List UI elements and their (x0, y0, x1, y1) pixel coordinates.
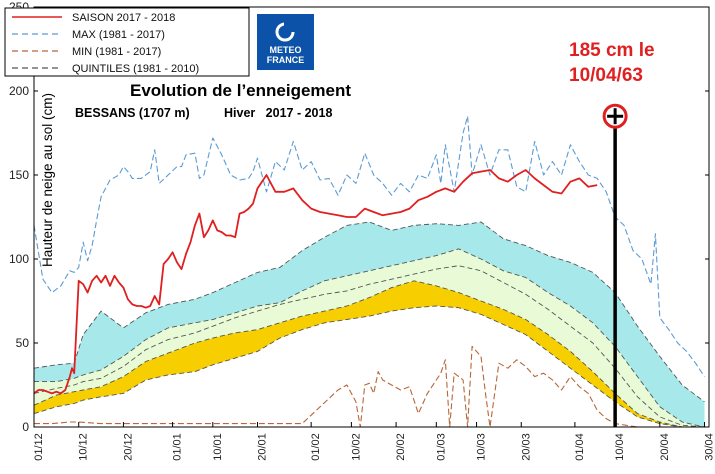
record-label-line2: 10/04/63 (569, 65, 643, 86)
x-tick-label: 20/03 (520, 433, 532, 461)
x-tick-label: 30/04 (704, 433, 715, 461)
x-tick-label: 01/04 (574, 433, 586, 461)
y-tick-label: 150 (9, 168, 29, 182)
x-tick-label: 20/02 (395, 433, 407, 461)
legend-label-max: MAX (1981 - 2017) (72, 29, 165, 41)
legend-label-min: MIN (1981 - 2017) (72, 46, 161, 58)
x-tick-label: 10/12 (78, 433, 90, 461)
y-tick-label: 100 (9, 252, 29, 266)
quintile-line-q3 (33, 265, 705, 428)
x-tick-label: 20/04 (659, 433, 671, 461)
quintile-band-low (34, 280, 705, 427)
x-tick-label: 01/02 (310, 433, 322, 461)
quintile-line-q5 (33, 221, 705, 403)
x-tick-label: 01/01 (172, 433, 184, 461)
x-tick-label: 10/04 (614, 433, 626, 461)
series-line-max (33, 115, 705, 377)
x-tick-label: 01/12 (33, 433, 45, 461)
logo-emblem-cut (284, 21, 295, 32)
x-tick-label: 10/01 (212, 433, 224, 461)
y-tick-label: 200 (9, 84, 29, 98)
y-tick-label: 50 (16, 336, 30, 350)
station-label: BESSANS (1707 m) (75, 106, 190, 120)
quintile-line-q1 (33, 305, 705, 428)
y-tick-label: 0 (22, 420, 29, 434)
record-target-icon (602, 103, 628, 129)
quintile-band-mid (34, 248, 705, 427)
legend-label-season: SAISON 2017 - 2018 (72, 12, 175, 24)
logo-text-meteo: METEO (269, 45, 301, 55)
season-label: Hiver 2017 - 2018 (224, 106, 332, 120)
quintile-line-q2 (33, 280, 705, 428)
legend-box (4, 7, 250, 77)
legend-label-quintiles: QUINTILES (1981 - 2010) (72, 63, 199, 75)
quintile-lines (33, 221, 705, 428)
x-tick-label: 20/12 (122, 433, 134, 461)
legend: SAISON 2017 - 2018 MAX (1981 - 2017) MIN… (4, 7, 250, 77)
x-tick-label: 20/01 (257, 433, 269, 461)
y-axis-label: Hauteur de neige au sol (cm) (40, 93, 55, 267)
meteo-france-logo: METEO FRANCE (257, 14, 314, 70)
x-axis-ticks: 01/12 10/12 20/12 01/01 10/01 20/01 01/02 10/02… (33, 422, 715, 461)
quintile-band-high (34, 222, 705, 427)
quintile-bands (34, 222, 705, 427)
x-tick-label: 10/03 (476, 433, 488, 461)
logo-text-france: FRANCE (267, 55, 305, 65)
plot-frame (33, 6, 710, 428)
record-label-line1: 185 cm le (569, 40, 655, 61)
series-line-saison (33, 169, 598, 395)
x-tick-label: 10/02 (350, 433, 362, 461)
chart-title: Evolution de l’enneigement (130, 81, 351, 100)
x-tick-label: 01/03 (435, 433, 447, 461)
quintile-line-q4 (34, 248, 705, 428)
